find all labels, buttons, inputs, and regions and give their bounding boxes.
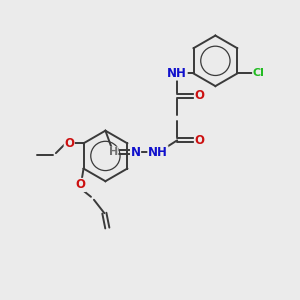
Text: NH: NH <box>148 146 168 159</box>
Text: O: O <box>194 134 205 147</box>
Text: N: N <box>130 146 141 159</box>
Text: O: O <box>194 89 205 102</box>
Text: H: H <box>109 147 118 157</box>
Text: O: O <box>64 137 74 150</box>
Text: O: O <box>76 178 85 191</box>
Text: Cl: Cl <box>253 68 265 79</box>
Text: NH: NH <box>167 67 187 80</box>
